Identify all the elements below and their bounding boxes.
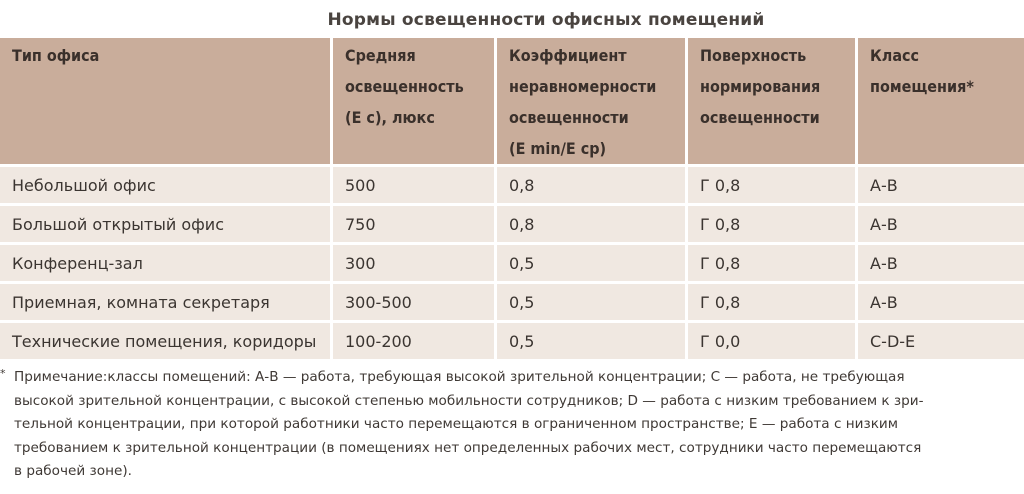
header-line: Коэффициент — [509, 46, 627, 65]
table-row: Конференц-зал 300 0,5 Г 0,8 А-В — [0, 245, 1024, 284]
cell-reference-surface: Г 0,8 — [688, 245, 858, 284]
cell-office-type: Большой открытый офис — [0, 206, 333, 245]
cell-room-class: А-В — [858, 206, 1024, 245]
column-header-room-class: Класс помещения* — [858, 38, 1024, 167]
cell-reference-surface: Г 0,8 — [688, 206, 858, 245]
cell-room-class: А-В — [858, 167, 1024, 206]
header-line: Класс — [870, 46, 920, 65]
cell-reference-surface: Г 0,0 — [688, 323, 858, 362]
footnote-line: Примечание:классы помещений: А-В — работ… — [14, 369, 905, 385]
cell-room-class: А-В — [858, 284, 1024, 323]
cell-average-illuminance: 750 — [333, 206, 497, 245]
cell-average-illuminance: 300-500 — [333, 284, 497, 323]
cell-office-type: Технические помещения, коридоры — [0, 323, 333, 362]
cell-office-type: Небольшой офис — [0, 167, 333, 206]
cell-average-illuminance: 300 — [333, 245, 497, 284]
cell-uniformity-ratio: 0,5 — [497, 284, 688, 323]
header-line: Средняя — [345, 46, 416, 65]
cell-uniformity-ratio: 0,8 — [497, 167, 688, 206]
cell-uniformity-ratio: 0,5 — [497, 245, 688, 284]
column-header-average-illuminance: Средняя освещенность (Е с), люкс — [333, 38, 497, 167]
footnote-marker: * — [0, 367, 6, 380]
table-row: Технические помещения, коридоры 100-200 … — [0, 323, 1024, 362]
cell-reference-surface: Г 0,8 — [688, 284, 858, 323]
footnote: * Примечание:классы помещений: А-В — раб… — [0, 366, 1010, 484]
table-row: Большой открытый офис 750 0,8 Г 0,8 А-В — [0, 206, 1024, 245]
cell-uniformity-ratio: 0,8 — [497, 206, 688, 245]
column-header-reference-surface: Поверхность нормирования освещенности — [688, 38, 858, 167]
footnote-line: тельной концентрации, при которой работн… — [14, 416, 899, 433]
cell-average-illuminance: 100-200 — [333, 323, 497, 362]
table-row: Небольшой офис 500 0,8 Г 0,8 А-В — [0, 167, 1024, 206]
footnote-line: в рабочей зоне). — [14, 463, 132, 480]
header-line: (Е min/Е ср) — [509, 139, 607, 158]
footnote-line: требованием к зрительной концентрации (в… — [14, 439, 922, 456]
header-line: освещенности — [509, 108, 629, 127]
cell-room-class: С-D-Е — [858, 323, 1024, 362]
header-line: помещения* — [870, 77, 974, 96]
header-line: Поверхность — [700, 46, 807, 65]
header-line: (Е с), люкс — [345, 108, 435, 127]
illumination-norms-table: Тип офиса Средняя освещенность (Е с), лю… — [0, 38, 1024, 362]
table-header-row: Тип офиса Средняя освещенность (Е с), лю… — [0, 38, 1024, 167]
cell-room-class: А-В — [858, 245, 1024, 284]
cell-office-type: Конференц-зал — [0, 245, 333, 284]
header-line: освещенность — [345, 77, 464, 96]
column-header-uniformity-ratio: Коэффициент неравномерности освещенности… — [497, 38, 688, 167]
cell-uniformity-ratio: 0,5 — [497, 323, 688, 362]
table-row: Приемная, комната секретаря 300-500 0,5 … — [0, 284, 1024, 323]
table-title: Нормы освещенности офисных помещений — [327, 10, 765, 30]
cell-reference-surface: Г 0,8 — [688, 167, 858, 206]
column-header-office-type: Тип офиса — [0, 38, 333, 167]
header-line: Тип офиса — [12, 46, 100, 65]
header-line: освещенности — [700, 108, 820, 127]
header-line: неравномерности — [509, 77, 657, 96]
footnote-line: высокой зрительной концентрации, с высок… — [14, 392, 924, 409]
header-line: нормирования — [700, 77, 821, 96]
cell-average-illuminance: 500 — [333, 167, 497, 206]
cell-office-type: Приемная, комната секретаря — [0, 284, 333, 323]
